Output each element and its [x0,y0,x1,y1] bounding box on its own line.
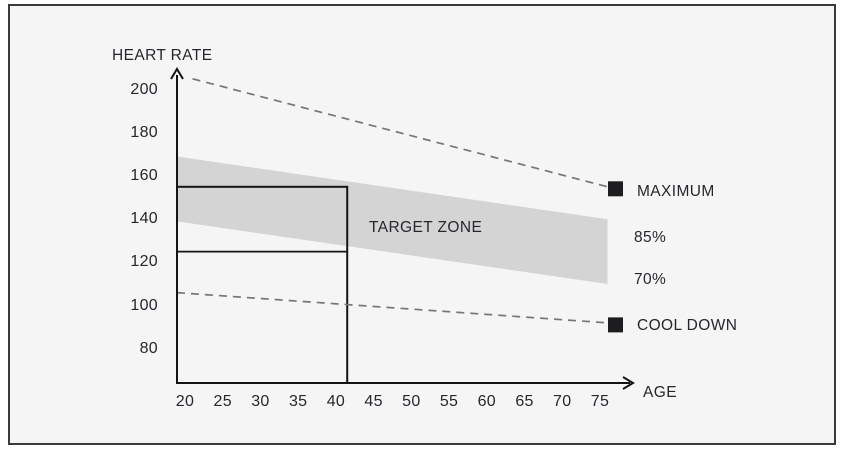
x-tick-label: 65 [515,393,534,410]
cooldown-line [176,291,608,324]
y-tick-label: 160 [130,167,158,184]
y-axis-title: HEART RATE [112,47,213,64]
y-tick-label: 100 [130,296,158,314]
y-axis-arrow-icon [170,67,184,80]
y-tick-label: 180 [130,123,158,141]
x-tick-label: 55 [439,393,459,410]
maximum-label: MAXIMUM [637,183,715,200]
maximum-marker-square [608,181,623,197]
target-zone-label: TARGET ZONE [369,219,483,236]
target-zone-band [177,156,608,284]
x-tick-label: 50 [402,393,421,410]
y-tick-label: 140 [130,210,158,228]
maximum-line [192,77,608,188]
x-tick-label: 30 [251,393,270,410]
x-tick-label: 40 [326,393,346,410]
x-tick-label: 35 [288,393,308,410]
x-tick-label: 25 [213,393,232,410]
x-tick-label: 70 [553,393,572,410]
x-tick-label: 20 [175,393,195,410]
x-axis-arrow-icon [622,376,635,390]
x-tick-label: 45 [364,393,383,410]
y-tick-label: 80 [139,339,158,357]
y-tick-label: 120 [130,253,158,271]
cooldown-label: COOL DOWN [637,317,738,334]
x-tick-label: 75 [590,393,610,410]
x-axis-title: AGE [643,384,677,401]
cooldown-marker-square [608,317,623,333]
band-upper-percent-label: 85% [634,229,667,246]
x-tick-label: 60 [477,393,496,410]
band-lower-percent-label: 70% [634,271,667,288]
y-tick-label: 200 [130,80,158,98]
